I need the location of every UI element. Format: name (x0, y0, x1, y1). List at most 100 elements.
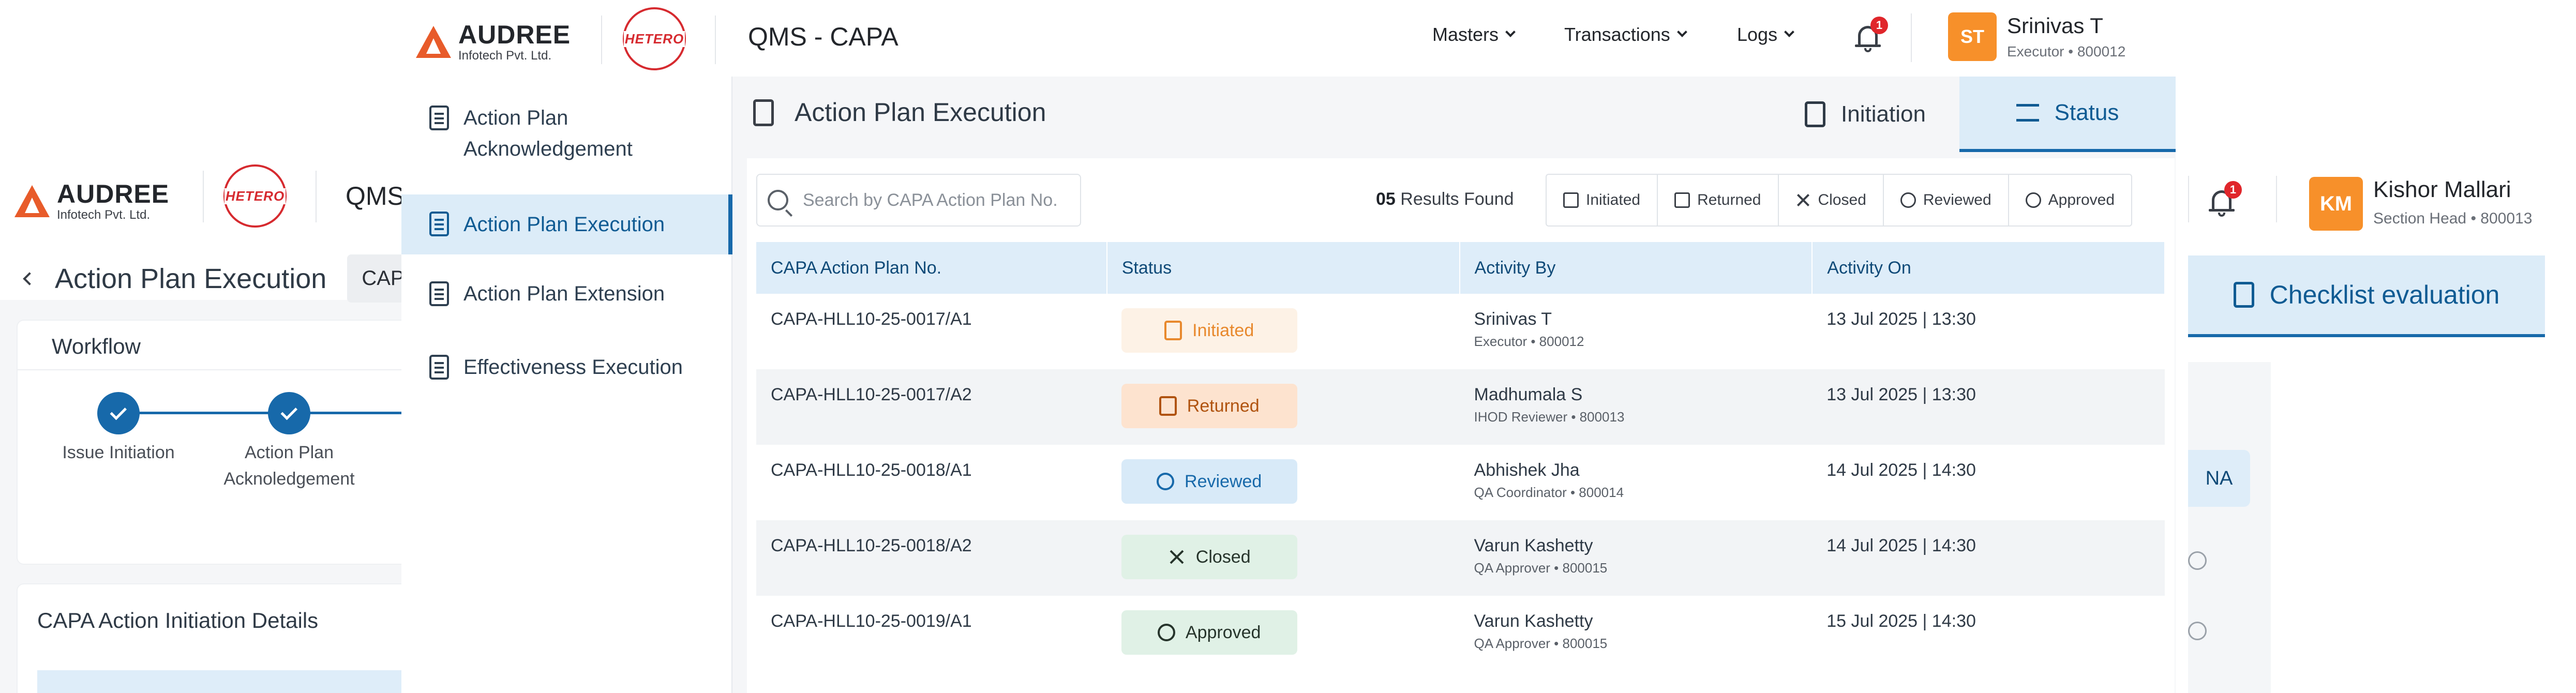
panel-header: Action Plan Execution Initiation Status (732, 77, 2176, 152)
table-row[interactable]: CAPA-HLL10-25-0018/A1 Reviewed Abhishek … (756, 445, 2165, 520)
column-header[interactable]: Status (1106, 242, 1460, 294)
activity-on: 13 Jul 2025 | 13:30 (1826, 309, 1976, 329)
plan-number[interactable]: CAPA-HLL10-25-0019/A1 (771, 611, 972, 631)
table-row[interactable]: CAPA-HLL10-25-0017/A2 Returned Madhumala… (756, 369, 2165, 445)
activity-by: Srinivas T Executor • 800012 (1460, 294, 1813, 369)
sidebar-item-execution[interactable]: Action Plan Execution (401, 194, 732, 254)
column-header[interactable]: Activity By (1459, 242, 1813, 294)
hetero-logo: HETERO (223, 164, 287, 228)
details-title: CAPA Action Initiation Details (37, 608, 319, 632)
chevron-down-icon (1676, 27, 1687, 37)
avatar[interactable]: ST (1948, 12, 1997, 61)
notification-badge: 1 (2224, 181, 2242, 199)
doc-extend-icon (427, 281, 451, 307)
menu-logs[interactable]: Logs (1737, 24, 1794, 46)
menu-label: Transactions (1564, 24, 1670, 45)
table-row[interactable]: CAPA-HLL10-25-0018/A2 Closed Varun Kashe… (756, 520, 2165, 596)
activity-by-name: Madhumala S (1474, 385, 1583, 404)
status-badge: Initiated (1121, 308, 1297, 353)
column-header[interactable]: Activity On (1812, 242, 2165, 294)
doc-icon (1563, 192, 1579, 208)
divider (1911, 13, 1912, 62)
results-count: 05 Results Found (1376, 189, 1514, 209)
workflow-title: Workflow (52, 334, 141, 358)
sidebar-item-acknowledgement[interactable]: Action Plan Acknowledgement (401, 102, 732, 164)
workflow-step-check-icon (97, 392, 140, 434)
table-row[interactable]: CAPA-HLL10-25-0019/A1 Approved Varun Kas… (756, 596, 2165, 671)
check-circle-icon (1900, 192, 1916, 208)
top-header: AUDREE Infotech Pvt. Ltd. HETERO QMS - C… (401, 0, 2176, 77)
filter-initiated[interactable]: Initiated (1547, 175, 1658, 225)
close-icon (1168, 548, 1186, 566)
tab-checklist-evaluation[interactable]: Checklist evaluation (2188, 255, 2545, 337)
filter-reviewed[interactable]: Reviewed (1884, 175, 2009, 225)
status-label: Initiated (1192, 320, 1254, 340)
activity-by-name: Srinivas T (1474, 309, 1552, 329)
divider (715, 16, 716, 64)
activity-by-role: IHOD Reviewer • 800013 (1474, 409, 1625, 425)
column-header[interactable]: CAPA Action Plan No. (756, 242, 1107, 294)
status-cell: Approved (1107, 596, 1460, 671)
divider (18, 369, 411, 370)
clipboard-icon (2233, 282, 2254, 308)
audree-logo-name: AUDREE (458, 20, 571, 49)
divider (601, 16, 602, 64)
audree-logo-sub: Infotech Pvt. Ltd. (57, 208, 151, 222)
initiation-details-card: CAPA Action Initiation Details (18, 584, 411, 693)
search-field[interactable] (803, 190, 1072, 210)
hetero-logo-text: HETERO (224, 188, 286, 204)
approved-icon (2025, 192, 2041, 208)
activity-on: 14 Jul 2025 | 14:30 (1826, 460, 1976, 480)
notification-bell-icon[interactable]: 1 (1855, 17, 1888, 53)
user-role: Executor • 800012 (2007, 43, 2126, 59)
doc-check-icon (427, 106, 451, 131)
sidebar-item-extension[interactable]: Action Plan Extension (401, 278, 732, 309)
notification-bell-icon[interactable]: 1 (2209, 181, 2242, 217)
table-row[interactable]: CAPA-HLL10-25-0017/A1 Initiated Srinivas… (756, 294, 2165, 369)
sidebar-item-effectiveness[interactable]: Effectiveness Execution (401, 352, 732, 383)
workflow-connector (116, 412, 411, 414)
activity-on: 13 Jul 2025 | 13:30 (1812, 369, 2165, 445)
details-table-header (37, 670, 411, 693)
hetero-logo: HETERO (623, 7, 686, 70)
avatar[interactable]: KM (2309, 177, 2363, 231)
back-arrow-icon[interactable] (23, 272, 36, 285)
background-right-panel: NA (2188, 362, 2271, 693)
sidebar-item-label: Action Plan Extension (463, 282, 665, 305)
app-title: QMS - CAPA (748, 22, 898, 51)
plan-number[interactable]: CAPA-HLL10-25-0018/A1 (771, 460, 972, 480)
menu-label: Masters (1432, 24, 1499, 45)
search-input[interactable] (756, 174, 1081, 227)
na-radio[interactable] (2188, 551, 2207, 570)
status-badge: Closed (1121, 535, 1297, 579)
divider (203, 171, 204, 222)
status-cell: Closed (1106, 520, 1460, 596)
table-header-row: CAPA Action Plan No. Status Activity By … (756, 242, 2165, 294)
filter-label: Approved (2048, 191, 2115, 208)
user-role: Section Head • 800013 (2373, 210, 2533, 227)
divider (316, 171, 317, 222)
doc-list-icon (427, 355, 451, 381)
menu-transactions[interactable]: Transactions (1564, 24, 1687, 46)
filter-returned[interactable]: Returned (1658, 175, 1779, 225)
plan-number[interactable]: CAPA-HLL10-25-0017/A1 (771, 309, 972, 329)
activity-by-role: QA Approver • 800015 (1474, 560, 1608, 576)
activity-by-role: Executor • 800012 (1474, 334, 1584, 349)
audree-logo-name: AUDREE (57, 179, 170, 208)
hetero-logo-text: HETERO (623, 31, 685, 47)
sidebar-item-label: Effectiveness Execution (463, 356, 683, 379)
plan-number[interactable]: CAPA-HLL10-25-0018/A2 (756, 520, 1107, 596)
filter-approved[interactable]: Approved (2009, 175, 2131, 225)
status-label: Reviewed (1185, 471, 1262, 491)
plan-number[interactable]: CAPA-HLL10-25-0017/A2 (756, 369, 1107, 445)
menu-masters[interactable]: Masters (1432, 24, 1516, 46)
tab-status[interactable]: Status (1959, 77, 2176, 152)
na-radio[interactable] (2188, 622, 2207, 640)
filter-closed[interactable]: Closed (1779, 175, 1884, 225)
activity-on: 15 Jul 2025 | 14:30 (1826, 611, 1976, 631)
app-title: QMS (346, 182, 405, 210)
doc-icon (1164, 321, 1182, 340)
tab-initiation[interactable]: Initiation (1771, 77, 1959, 152)
divider (2188, 176, 2189, 222)
